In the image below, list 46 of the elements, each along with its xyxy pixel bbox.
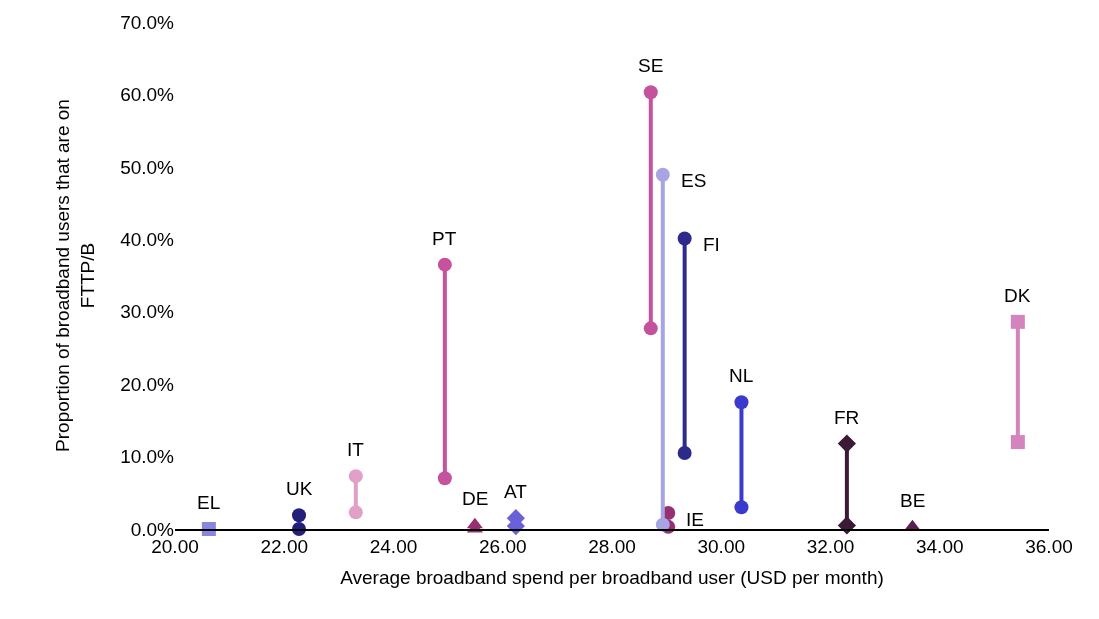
series-label: FI bbox=[703, 234, 720, 255]
series-label: ES bbox=[681, 170, 707, 191]
series-label: FR bbox=[834, 407, 860, 428]
series-label: AT bbox=[504, 481, 528, 502]
series-label: UK bbox=[286, 478, 313, 499]
series-label: IT bbox=[347, 439, 365, 460]
x-tick-label: 36.00 bbox=[1025, 536, 1073, 558]
y-tick-label: 50.0% bbox=[120, 156, 175, 178]
point bbox=[437, 471, 452, 486]
y-tick-label: 20.0% bbox=[120, 373, 175, 395]
series-label: DE bbox=[462, 488, 489, 509]
point bbox=[837, 434, 856, 453]
x-tick-label: 24.00 bbox=[369, 536, 418, 558]
point bbox=[348, 469, 363, 484]
point bbox=[677, 231, 692, 246]
y-axis-title: Proportion of broadband users that are on FTTP/B bbox=[52, 99, 98, 452]
series-label: NL bbox=[729, 365, 754, 386]
point bbox=[677, 445, 692, 460]
point bbox=[734, 395, 749, 410]
point bbox=[643, 321, 658, 336]
y-tick-label: 40.0% bbox=[120, 228, 175, 250]
x-tick-label: 30.00 bbox=[697, 536, 746, 558]
point bbox=[292, 508, 306, 523]
y-tick-label: 70.0% bbox=[120, 11, 175, 33]
x-tick-label: 32.00 bbox=[806, 536, 855, 558]
point bbox=[1010, 314, 1025, 329]
series-label: SE bbox=[638, 55, 664, 76]
point bbox=[348, 505, 363, 520]
x-tick-label: 26.00 bbox=[478, 536, 527, 558]
y-tick-label: 60.0% bbox=[120, 84, 175, 106]
y-tick-label: 30.0% bbox=[120, 301, 175, 323]
point bbox=[1010, 435, 1025, 450]
point bbox=[655, 167, 670, 182]
series-label: IE bbox=[686, 509, 704, 530]
point bbox=[734, 500, 749, 515]
series-label: DK bbox=[1004, 285, 1031, 306]
x-axis-title: Average broadband spend per broadband user (USD per month) bbox=[340, 566, 884, 588]
y-tick-label: 10.0% bbox=[120, 446, 175, 468]
x-tick-label: 34.00 bbox=[915, 536, 964, 558]
point bbox=[437, 257, 452, 272]
point bbox=[643, 85, 658, 100]
x-tick-label: 28.00 bbox=[588, 536, 636, 558]
series-label: PT bbox=[432, 228, 457, 249]
series-label: EL bbox=[197, 492, 221, 513]
x-tick-label: 22.00 bbox=[260, 536, 309, 558]
series-label: BE bbox=[900, 490, 926, 511]
